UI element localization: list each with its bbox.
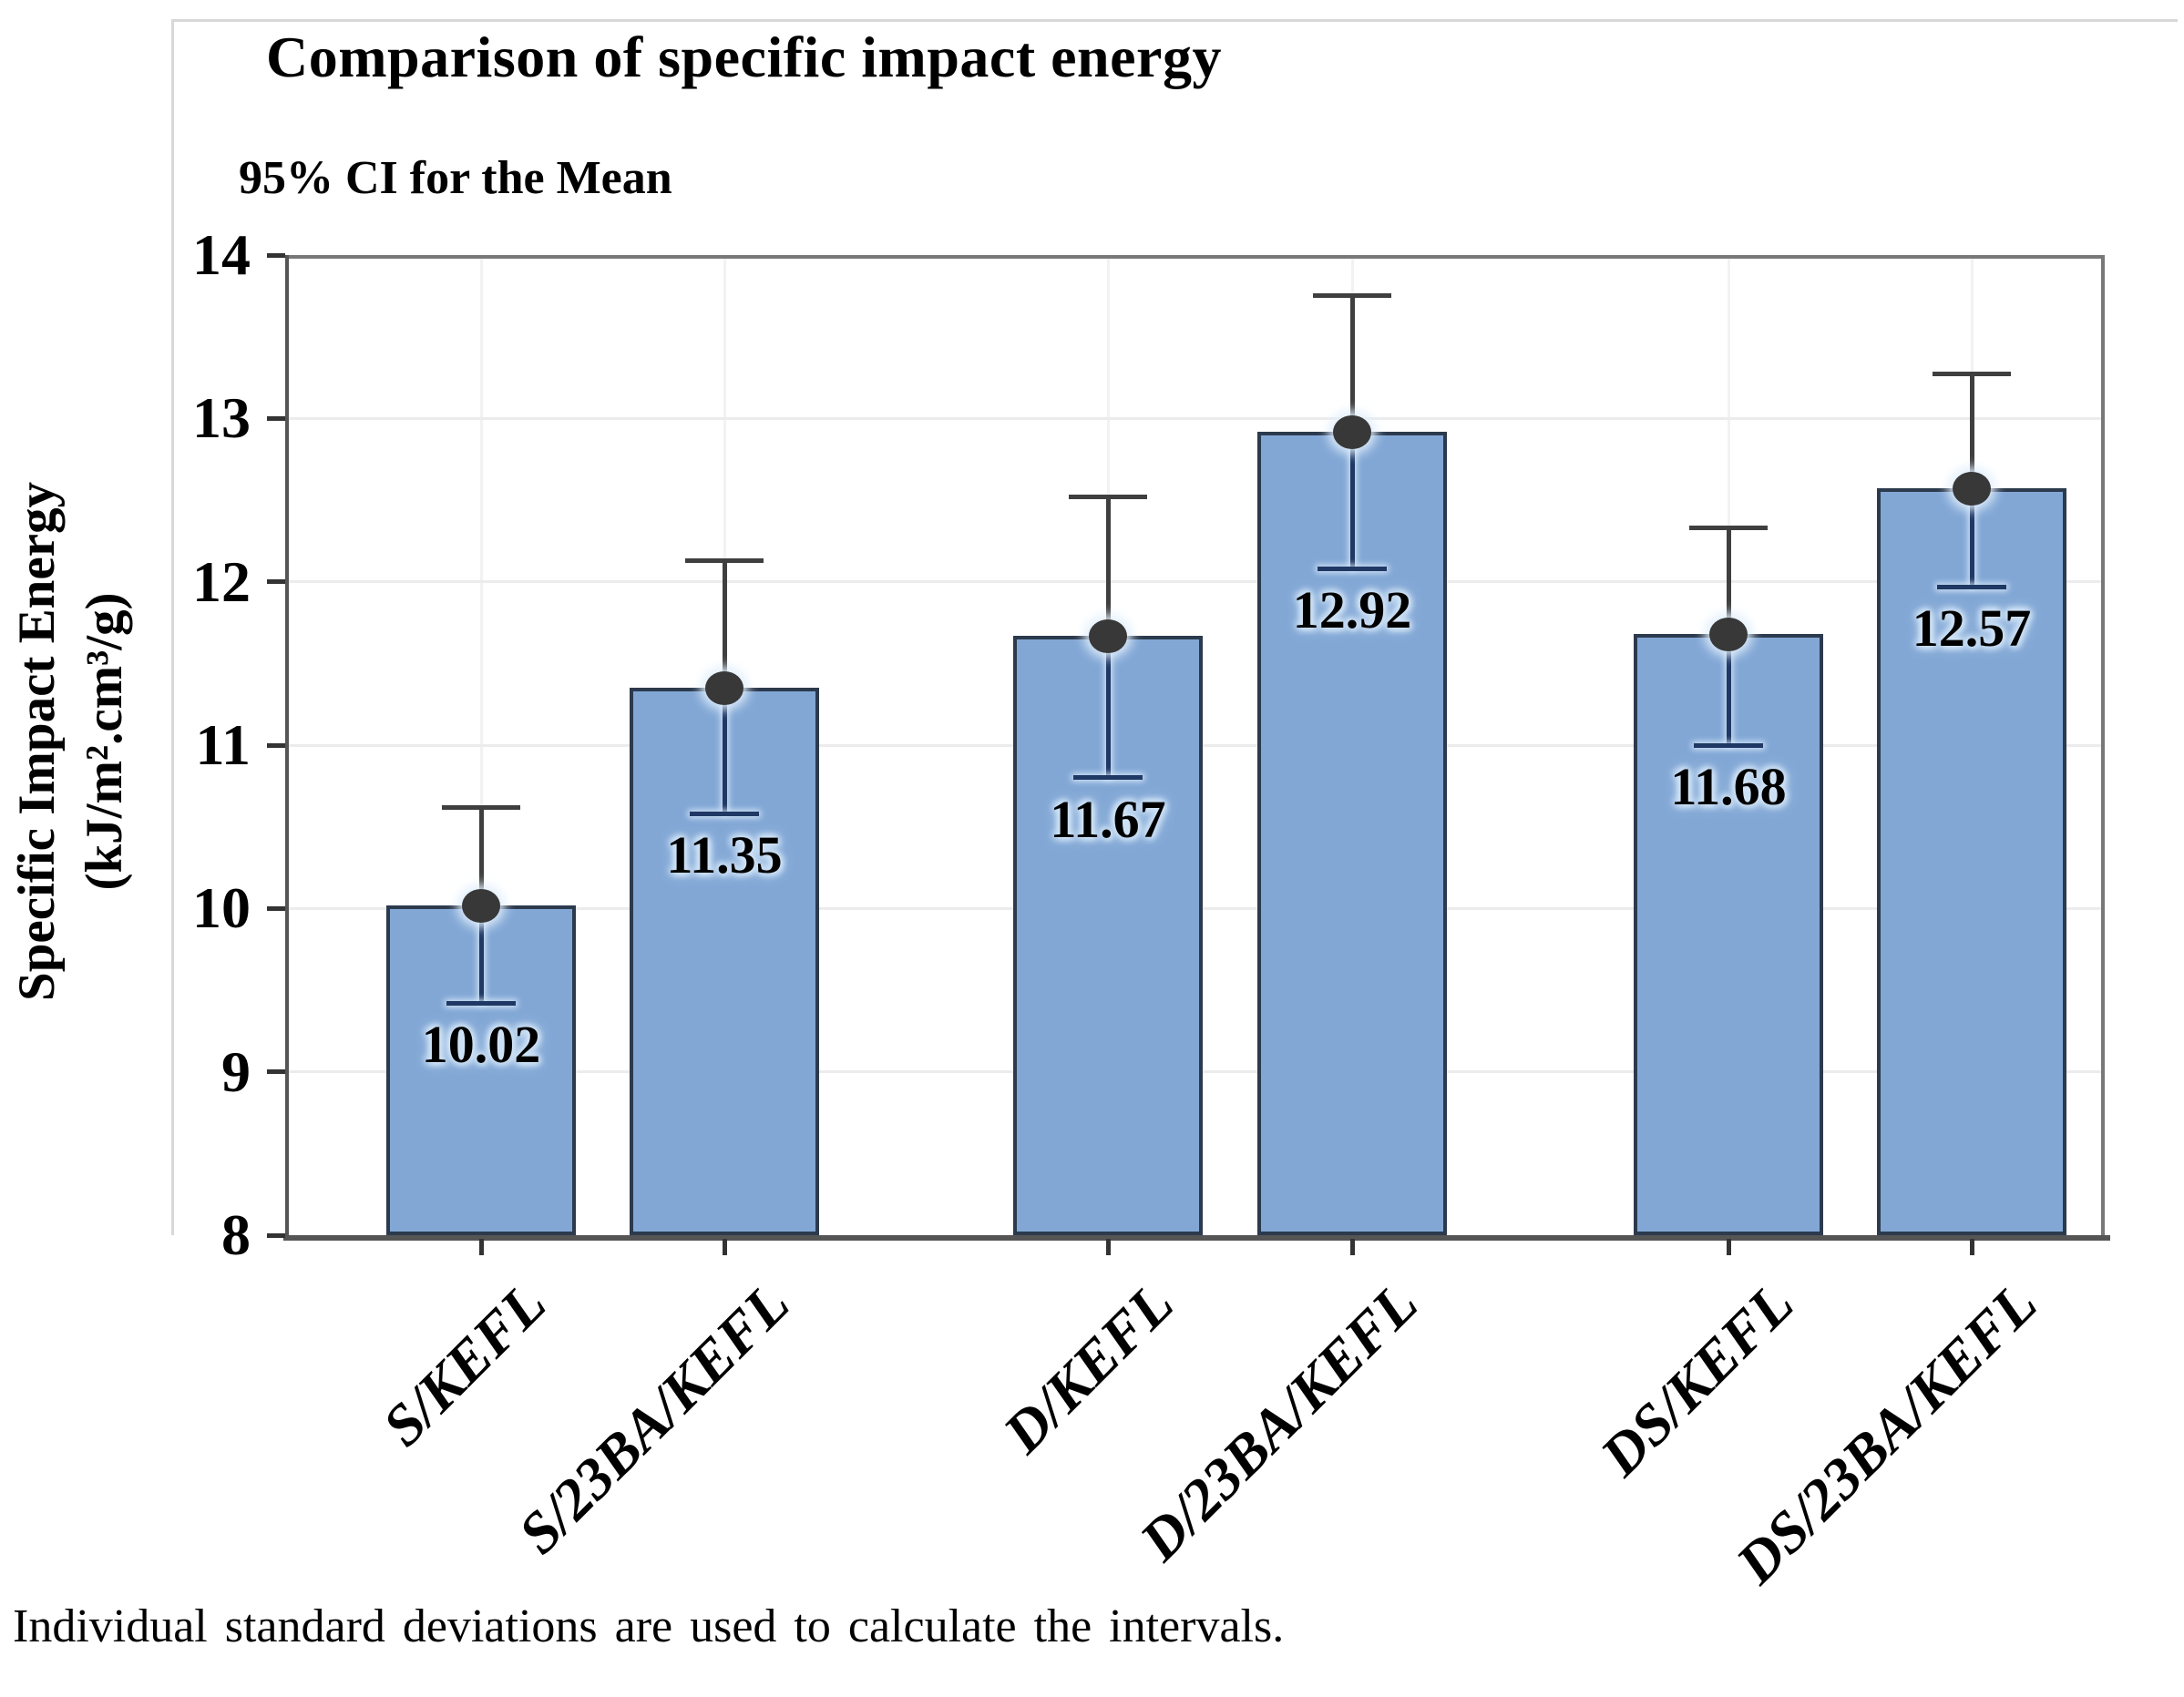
y-tick-mark bbox=[267, 742, 285, 748]
mean-marker bbox=[1333, 414, 1371, 449]
error-bar-upper bbox=[1349, 295, 1355, 432]
mean-marker bbox=[462, 888, 500, 923]
y-tick-label: 8 bbox=[221, 1202, 251, 1267]
x-axis-line bbox=[283, 1235, 2110, 1241]
error-bar-upper-cap bbox=[442, 804, 520, 810]
error-bar-lower-cap bbox=[690, 811, 759, 816]
chart-title: Comparison of specific impact energy bbox=[266, 25, 1222, 89]
gridline-horizontal bbox=[285, 416, 2105, 420]
error-bar-lower bbox=[1349, 431, 1355, 569]
error-bar-upper-cap bbox=[685, 557, 764, 563]
error-bar-upper-cap bbox=[1933, 372, 2011, 377]
y-tick-mark bbox=[267, 1069, 285, 1075]
error-bar-lower-cap bbox=[1694, 742, 1763, 748]
x-tick-mark bbox=[1349, 1239, 1355, 1255]
error-bar-upper bbox=[1105, 496, 1111, 636]
mean-marker bbox=[1953, 472, 1991, 506]
x-tick-mark bbox=[722, 1239, 727, 1255]
error-bar-upper bbox=[478, 807, 484, 905]
x-tick-mark bbox=[478, 1239, 484, 1255]
x-tick-label: DS/KEFL bbox=[1588, 1270, 1806, 1488]
y-tick-label: 14 bbox=[192, 222, 251, 287]
error-bar-lower-cap bbox=[1937, 584, 2006, 589]
value-label: 11.68 bbox=[1670, 757, 1787, 816]
value-label: 10.02 bbox=[421, 1015, 541, 1075]
y-tick-label: 10 bbox=[192, 875, 251, 941]
error-bar-upper bbox=[1969, 373, 1974, 489]
error-bar-lower-cap bbox=[446, 1000, 516, 1006]
value-label: 12.57 bbox=[1912, 598, 2032, 659]
error-bar-lower bbox=[1726, 634, 1731, 745]
error-bar-lower bbox=[478, 905, 484, 1004]
error-bar-upper-cap bbox=[1689, 525, 1768, 530]
y-tick-label: 13 bbox=[192, 385, 251, 451]
x-tick-mark bbox=[1726, 1239, 1731, 1255]
y-tick-mark bbox=[267, 415, 285, 421]
mean-marker bbox=[1089, 618, 1127, 653]
bar bbox=[1877, 488, 2066, 1235]
footnote: Individual standard deviations are used … bbox=[13, 1600, 1285, 1652]
mean-marker bbox=[1709, 618, 1748, 652]
y-tick-mark bbox=[267, 579, 285, 585]
y-tick-mark bbox=[267, 1232, 285, 1238]
mean-marker bbox=[705, 671, 743, 706]
error-bar-lower bbox=[1105, 635, 1111, 778]
y-tick-mark bbox=[267, 252, 285, 258]
value-label: 11.67 bbox=[1050, 789, 1166, 849]
value-label: 12.92 bbox=[1292, 580, 1412, 640]
plot-border-top bbox=[285, 255, 2105, 259]
x-tick-label: D/KEFL bbox=[990, 1270, 1185, 1466]
y-tick-label: 11 bbox=[195, 712, 251, 777]
gridline-horizontal bbox=[285, 580, 2105, 584]
y-tick-label: 12 bbox=[192, 548, 251, 614]
error-bar-upper bbox=[1726, 527, 1731, 635]
error-bar-lower-cap bbox=[1073, 775, 1143, 781]
y-tick-label: 9 bbox=[221, 1038, 251, 1104]
figure-border-left bbox=[171, 19, 174, 1235]
chart-subtitle: 95% CI for the Mean bbox=[239, 152, 672, 204]
x-tick-mark bbox=[1105, 1239, 1111, 1255]
x-tick-mark bbox=[1969, 1239, 1974, 1255]
error-bar-upper-cap bbox=[1313, 293, 1391, 299]
y-tick-mark bbox=[267, 905, 285, 911]
error-bar-lower-cap bbox=[1318, 566, 1387, 571]
error-bar-lower bbox=[1969, 488, 1974, 588]
error-bar-lower bbox=[722, 688, 727, 814]
y-axis-line bbox=[285, 255, 289, 1235]
y-axis-title-line1: Specific Impact Energy bbox=[8, 482, 66, 1001]
error-bar-upper bbox=[722, 560, 727, 689]
value-label: 11.35 bbox=[666, 825, 783, 885]
plot-border-right bbox=[2101, 255, 2105, 1235]
error-bar-upper-cap bbox=[1069, 494, 1147, 499]
x-tick-label: S/KEFL bbox=[370, 1270, 559, 1458]
figure-border-top bbox=[171, 19, 2178, 22]
